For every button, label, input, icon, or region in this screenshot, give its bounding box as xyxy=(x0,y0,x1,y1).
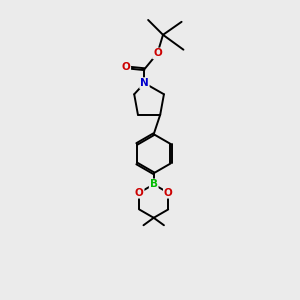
Text: O: O xyxy=(122,62,130,72)
Text: O: O xyxy=(164,188,172,198)
Text: B: B xyxy=(150,179,158,189)
Text: O: O xyxy=(135,188,144,198)
Text: O: O xyxy=(153,48,162,59)
Text: N: N xyxy=(140,78,149,88)
